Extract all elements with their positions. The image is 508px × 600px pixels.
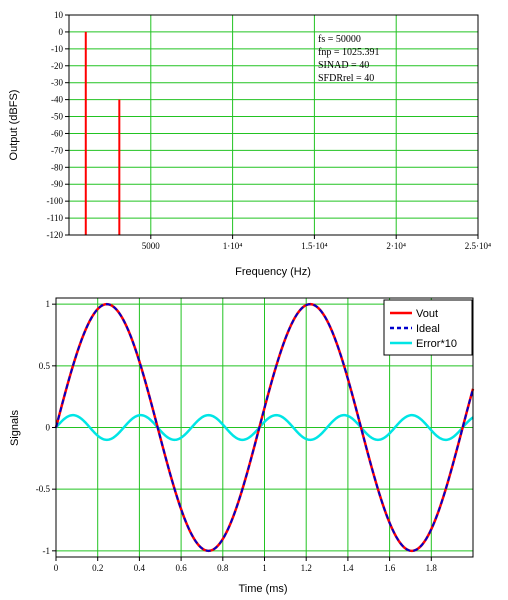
- spectrum-y-tick-label: -110: [47, 213, 64, 223]
- signals-x-tick-label: 1.4: [342, 563, 354, 573]
- spectrum-x-tick-label: 1.5·10⁴: [301, 241, 327, 251]
- signals-x-axis-label: Time (ms): [238, 583, 287, 595]
- spectrum-y-tick-label: -30: [51, 78, 63, 88]
- spectrum-y-axis-label: Output (dBFS): [8, 90, 20, 161]
- spectrum-y-tick-label: -60: [51, 128, 63, 138]
- spectrum-x-tick-label: 1·10⁴: [223, 241, 243, 251]
- legend-label-error: Error*10: [416, 338, 457, 350]
- spectrum-x-tick-label: 2.5·10⁴: [465, 241, 491, 251]
- signals-series: [54, 302, 475, 553]
- annotation-fnp: fnp = 1025.391: [318, 47, 379, 58]
- spectrum-y-tick-label: -100: [47, 196, 64, 206]
- spectrum-y-tick-label: -50: [51, 112, 63, 122]
- signals-y-axis-label: Signals: [9, 409, 21, 446]
- spectrum-x-ticks: 5000 1·10⁴ 1.5·10⁴ 2·10⁴ 2.5·10⁴: [142, 235, 491, 251]
- signals-y-tick-label: -1: [43, 546, 51, 556]
- spectrum-y-tick-label: -10: [51, 44, 63, 54]
- spectrum-y-ticks: 10 0 -10 -20 -30 -40 -50 -60 -70 -80 -90 -100 -110 -1…: [47, 10, 69, 240]
- signals-y-tick-label: 0.5: [39, 361, 51, 371]
- spectrum-plot-frame: [68, 14, 479, 236]
- spectrum-y-tick-label: -80: [51, 162, 63, 172]
- spectrum-y-tick-label: -90: [51, 179, 63, 189]
- signals-x-tick-label: 0.4: [134, 563, 146, 573]
- annotation-sinad: SINAD = 40: [318, 60, 369, 71]
- spectrum-y-tick-label: -120: [47, 230, 64, 240]
- spectrum-y-tick-label: -20: [51, 61, 63, 71]
- signals-x-tick-label: 1: [262, 563, 267, 573]
- spectrum-x-tick-label: 5000: [142, 241, 161, 251]
- signals-legend: Vout Ideal Error*10: [383, 299, 473, 356]
- legend-label-vout: Vout: [416, 308, 438, 320]
- spectrum-x-axis-label: Frequency (Hz): [235, 266, 311, 278]
- signals-x-ticks: 0 0.2 0.4 0.6 0.8 1 1.2 1.4 1.6 1.8: [54, 557, 438, 573]
- signals-x-tick-label: 0.6: [175, 563, 187, 573]
- spectrum-x-tick-label: 2·10⁴: [386, 241, 406, 251]
- signals-x-tick-label: 1.8: [426, 563, 438, 573]
- spectrum-plot-area: [69, 15, 478, 235]
- spectrum-chart: 10 0 -10 -20 -30 -40 -50 -60 -70 -80 -90 -100 -110 -1…: [8, 10, 491, 278]
- signals-x-tick-label: 0.8: [217, 563, 229, 573]
- series-ideal-line: [55, 303, 474, 552]
- signals-chart: 1 0.5 0 -0.5 -1 0 0.2 0.4 0.6 0.8 1 1.2 1.4 1.6 1.8 V…: [9, 297, 475, 595]
- spectrum-y-tick-label: 10: [54, 10, 64, 20]
- signals-y-ticks: 1 0.5 0 -0.5 -1: [36, 299, 56, 556]
- signals-x-tick-label: 0: [54, 563, 59, 573]
- spectrum-y-tick-label: -40: [51, 95, 63, 105]
- spectrum-series: [84, 31, 121, 235]
- annotation-fs: fs = 50000: [318, 34, 361, 45]
- legend-label-ideal: Ideal: [416, 323, 440, 335]
- spectrum-y-tick-label: -70: [51, 145, 63, 155]
- spectrum-y-tick-label: 0: [59, 27, 64, 37]
- signals-y-tick-label: 1: [46, 299, 51, 309]
- spectrum-annotation: fs = 50000 fnp = 1025.391 SINAD = 40 SFD…: [318, 34, 379, 84]
- signals-y-tick-label: -0.5: [36, 484, 51, 494]
- signals-x-tick-label: 0.2: [92, 563, 103, 573]
- signals-y-tick-label: 0: [46, 423, 51, 433]
- series-error-line: [55, 413, 474, 442]
- annotation-sfdr: SFDRrel = 40: [318, 73, 374, 84]
- signals-x-tick-label: 1.6: [384, 563, 396, 573]
- signals-x-tick-label: 1.2: [301, 563, 312, 573]
